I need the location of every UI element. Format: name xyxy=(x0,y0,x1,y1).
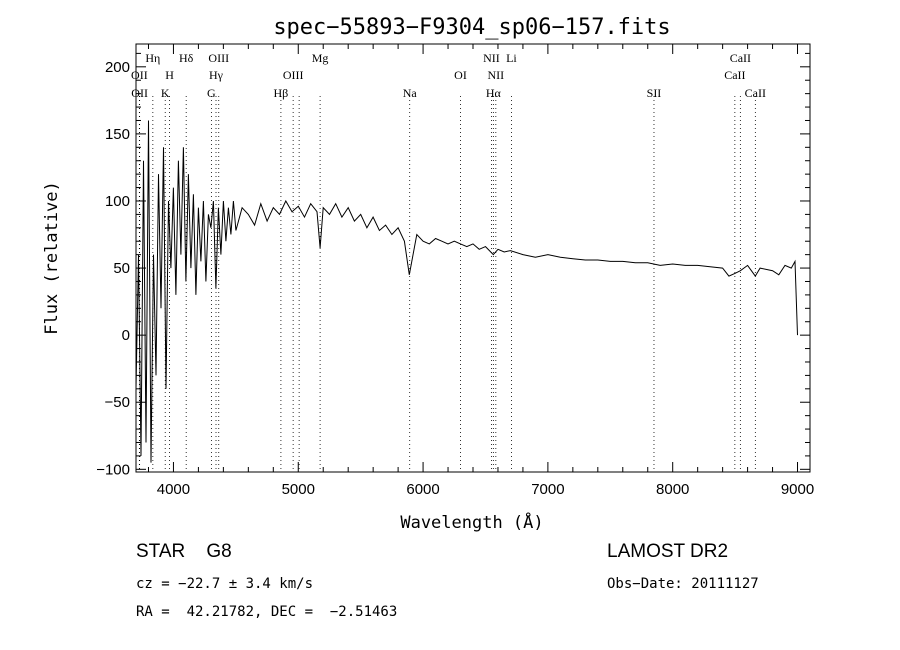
object-class: STAR G8 xyxy=(136,541,232,562)
obs-date: Obs−Date: 20111127 xyxy=(607,576,759,592)
line-marker-label: NII xyxy=(488,68,505,82)
x-tick-label: 7000 xyxy=(531,481,564,498)
line-marker-label: Hγ xyxy=(209,68,224,82)
x-axis-label: Wavelength (Å) xyxy=(400,511,543,533)
y-tick-label: 150 xyxy=(105,126,130,143)
line-marker-label: Mg xyxy=(312,51,329,65)
line-marker-label: Na xyxy=(403,86,418,100)
line-markers: OIIOIIHηKHHδGHγOIIIHβOIIIMgNaOINIIHαNIIL… xyxy=(131,51,766,472)
line-marker-label: NII xyxy=(483,51,500,65)
line-marker-label: CaII xyxy=(730,51,751,65)
line-marker-label: OII xyxy=(131,86,148,100)
y-axis: −100 −50 0 50 100 150 200 xyxy=(96,52,810,478)
line-marker-label: Hβ xyxy=(274,86,289,100)
y-tick-label: 50 xyxy=(113,260,130,277)
chart-title: spec−55893−F9304_sp06−157.fits xyxy=(273,15,670,40)
line-marker-label: OIII xyxy=(208,51,229,65)
line-marker-label: Hα xyxy=(486,86,502,100)
x-axis: 4000 5000 6000 7000 8000 9000 xyxy=(147,44,814,498)
y-tick-label: 200 xyxy=(105,59,130,76)
line-marker-label: H xyxy=(165,68,174,82)
y-tick-label: 0 xyxy=(122,327,130,344)
x-tick-label: 5000 xyxy=(282,481,315,498)
line-marker-label: Hδ xyxy=(179,51,194,65)
line-marker-label: Hη xyxy=(145,51,160,65)
line-marker-label: G xyxy=(207,86,216,100)
survey-name: LAMOST DR2 xyxy=(607,541,729,562)
line-marker-label: SII xyxy=(647,86,662,100)
y-tick-label: −100 xyxy=(96,461,130,478)
plot-frame xyxy=(135,43,811,473)
redshift-readout: cz = −22.7 ± 3.4 km/s xyxy=(136,576,314,592)
y-tick-label: −50 xyxy=(105,394,130,411)
x-tick-label: 6000 xyxy=(406,481,439,498)
x-tick-label: 8000 xyxy=(656,481,689,498)
y-axis-label: Flux (relative) xyxy=(42,181,62,335)
spectrum-line xyxy=(135,120,798,463)
line-marker-label: OII xyxy=(131,68,148,82)
y-tick-label: 100 xyxy=(105,193,130,210)
line-marker-label: CaII xyxy=(745,86,766,100)
line-marker-label: OIII xyxy=(283,68,304,82)
line-marker-label: CaII xyxy=(724,68,745,82)
line-marker-label: K xyxy=(161,86,170,100)
line-marker-label: OI xyxy=(454,68,467,82)
coordinates: RA = 42.21782, DEC = −2.51463 xyxy=(136,604,398,620)
line-marker-label: Li xyxy=(506,51,517,65)
x-tick-label: 4000 xyxy=(157,481,190,498)
x-tick-label: 9000 xyxy=(781,481,814,498)
